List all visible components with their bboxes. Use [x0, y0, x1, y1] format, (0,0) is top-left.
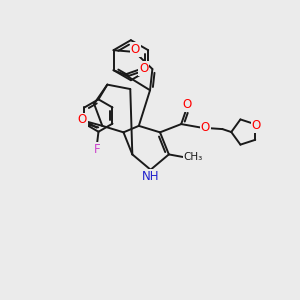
Text: O: O	[182, 98, 192, 111]
Text: O: O	[77, 113, 87, 127]
Text: NH: NH	[142, 170, 159, 183]
Text: O: O	[139, 62, 148, 75]
Text: CH₃: CH₃	[184, 152, 203, 162]
Text: O: O	[201, 121, 210, 134]
Text: O: O	[252, 119, 261, 132]
Text: O: O	[131, 43, 140, 56]
Text: F: F	[94, 143, 100, 156]
